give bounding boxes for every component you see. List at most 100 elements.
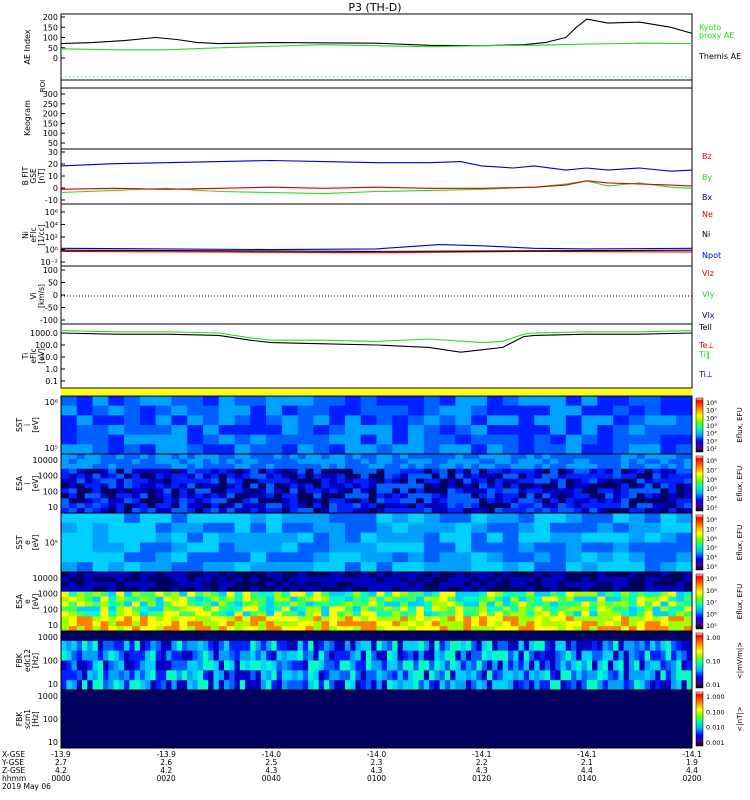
spectrogram-cell [292,680,298,691]
spectrogram-cell [660,542,677,553]
spectrogram-tick-label: 10⁶ [45,398,58,407]
spectrogram-cell [350,650,356,661]
spectrogram-cell [321,483,330,489]
spectrogram-cell [423,542,440,553]
spectrogram-cell [197,680,204,691]
spectrogram-cell [644,434,661,445]
spectrogram-cell [581,425,598,435]
bfield-series-0 [60,159,693,172]
spectrogram-cell [486,586,496,592]
spectrogram-cell [589,591,598,597]
spectrogram-cell [676,415,693,426]
spectrogram-cell [187,415,204,426]
spectrogram-cell [195,498,204,504]
spectrogram-cell [313,488,322,494]
spectrogram-cell [510,473,519,479]
spectrogram-tick-label: 1000 [38,472,58,481]
spectrogram-cell [365,690,372,700]
spectrogram-cell [155,532,172,543]
spectrogram-cell [250,719,256,729]
spectrogram-cell [68,454,78,460]
spectrogram-cell [486,699,493,710]
spectrogram-cell [486,513,503,524]
spectrogram-cell [352,493,362,499]
spectrogram-cell [313,572,322,578]
spectrogram-cell [384,503,393,509]
spectrogram-cell [242,601,251,607]
spectrogram-cell [408,591,417,597]
spectrogram-cell [555,650,561,661]
spectrogram-cell [134,690,141,700]
spectrogram-cell [226,503,235,509]
spectrogram-cell [618,738,624,749]
spectrogram-cell [234,601,243,607]
spectrogram-cell [381,728,388,739]
spectrogram-cell [565,640,572,651]
spectrogram-cell [652,493,661,499]
spectrogram-cell [560,719,567,729]
spectrogram-cell [103,650,109,661]
spectrogram-cell [550,458,559,465]
spectrogram-cell [344,680,351,691]
density-ylabel-line: eFlc [29,227,38,242]
spectrogram-cell [668,493,677,499]
spectrogram-cell [479,616,488,622]
spectrogram-cell [602,670,609,681]
spectrogram-cell [337,576,346,583]
spectrogram-cell [455,434,472,445]
spectrogram-cell [113,680,120,691]
spectrogram-cell [289,611,298,617]
spectrogram-cell [116,572,125,578]
spectrogram-cell [202,631,209,642]
spectrogram-cell [486,640,493,651]
spectrogram-cell [302,690,309,700]
spectrogram-cell [234,650,241,661]
spectrogram-cell [455,699,461,710]
spectrogram-cell [636,591,645,597]
spectrogram-cell [100,458,109,465]
spectrogram-cell [145,640,151,651]
spectrogram-cell [66,631,72,642]
spectrogram-cell [486,478,496,484]
spectrogram-cell [66,660,72,671]
spectrogram-cell [618,728,624,739]
spectrogram-cell [408,498,417,504]
spectrogram-cell [486,488,496,494]
spectrogram-cell [434,738,440,749]
spectrogram-cell [502,738,509,749]
spectrogram-cell [250,586,259,592]
spectrogram-cell [131,596,141,602]
spectrogram-cell [423,405,440,416]
spectrogram-cell [118,640,125,651]
spectrogram-cell [224,699,230,710]
spectrogram-cell [258,601,267,607]
spectrogram-cell [439,738,446,749]
spectrogram-cell [655,709,661,720]
spectrogram-cell [208,728,214,739]
spectrogram-cell [447,591,456,597]
spectrogram-cell [492,631,498,642]
spectrogram-cell [82,728,88,739]
time-axis-label: 2.3 [371,758,383,767]
spectrogram-cell [397,660,404,671]
spectrogram-cell [628,719,635,729]
spectrogram-cell [108,606,117,612]
spectrogram-cell [439,728,446,739]
spectrogram-cell [397,738,404,749]
spectrogram-cell [344,444,362,455]
spectrogram-cell [250,621,259,627]
spectrogram-cell [597,508,606,514]
spectrogram-cell [518,488,527,494]
spectrogram-cell [618,709,624,720]
spectrogram-cell [61,508,70,514]
spectrogram-cell [329,473,338,479]
spectrogram-cell [431,606,440,612]
spectrogram-cell [344,405,362,416]
spectrogram-cell [507,709,514,720]
spectrogram-cell [160,699,167,710]
spectrogram-cell [131,483,141,489]
spectrogram-cell [589,473,598,479]
spectrogram-cell [628,611,638,617]
spectrogram-cell [402,699,409,710]
spectrogram-cell [147,493,156,499]
